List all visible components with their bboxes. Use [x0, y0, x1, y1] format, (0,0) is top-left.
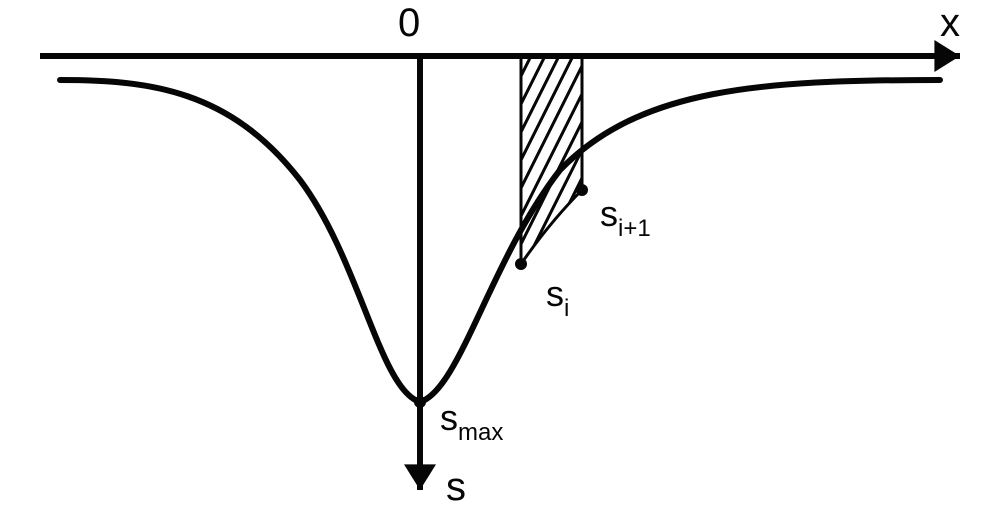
s-axis-label: s: [446, 465, 466, 509]
point-s-i: [515, 258, 527, 270]
settlement-curve: [60, 80, 940, 402]
label-s-max: smax: [440, 397, 503, 446]
origin-label: 0: [398, 1, 420, 45]
label-s-i: si: [546, 273, 569, 322]
hatched-area: [380, 0, 881, 330]
s-axis-arrowhead: [404, 464, 436, 490]
label-s-i-plus-1: si+1: [600, 193, 651, 242]
settlement-curve-diagram: 0 x s smax si si+1: [0, 0, 1000, 510]
point-s-i-plus-1: [576, 184, 588, 196]
point-s-max: [414, 396, 426, 408]
x-axis-label: x: [940, 1, 960, 45]
